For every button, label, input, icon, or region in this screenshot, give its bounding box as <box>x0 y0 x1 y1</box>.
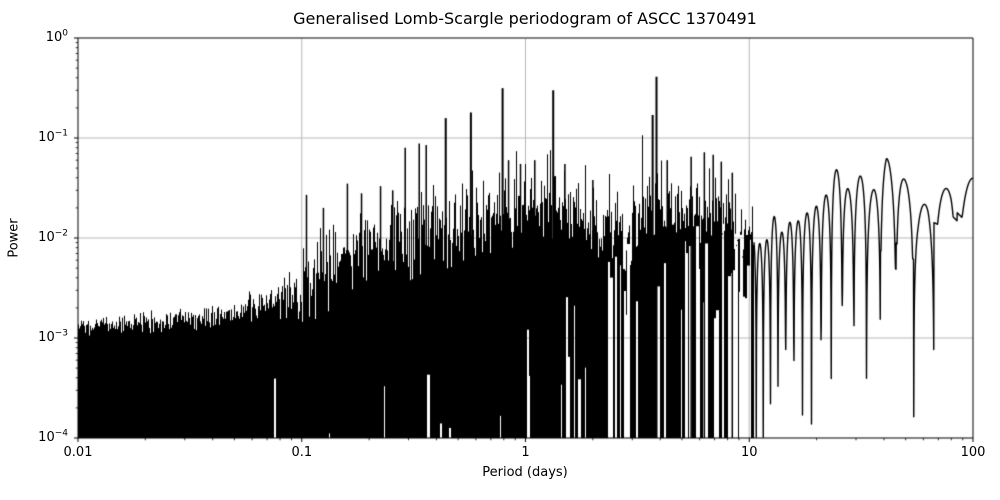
y-tick-label: 10−4 <box>38 428 68 445</box>
x-tick-label: 0.1 <box>291 445 313 460</box>
x-tick-label: 0.01 <box>63 445 93 460</box>
y-tick-label: 100 <box>45 28 68 45</box>
x-axis-label: Period (days) <box>482 465 568 480</box>
x-tick-label: 10 <box>741 445 758 460</box>
x-tick-label: 100 <box>960 445 986 460</box>
y-tick-label: 10−1 <box>38 128 68 145</box>
y-tick-label: 10−2 <box>38 228 68 245</box>
chart-title: Generalised Lomb-Scargle periodogram of … <box>293 9 757 28</box>
x-tick-label: 1 <box>521 445 530 460</box>
y-tick-label: 10−3 <box>38 328 68 345</box>
